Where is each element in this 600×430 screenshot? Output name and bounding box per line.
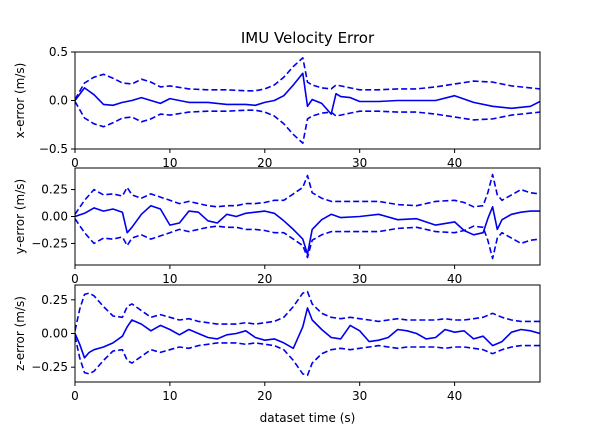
y-tick-label: −0.25 (31, 360, 68, 374)
panel-1-ylabel: x-error (m/s) (13, 63, 27, 139)
x-tick-label: 20 (257, 389, 272, 403)
x-tick-label: 40 (447, 389, 462, 403)
x-tick-label: 10 (162, 272, 177, 286)
x-tick-label: 20 (257, 272, 272, 286)
panel-3-series-lower-bound (75, 336, 540, 377)
panel-3-series-error (75, 307, 540, 359)
x-tick-label: 0 (71, 156, 79, 170)
y-tick-label: 0.25 (41, 183, 68, 197)
y-tick-label: 0.25 (41, 293, 68, 307)
panel-1-series-lower-bound (75, 101, 540, 144)
x-tick-label: 40 (447, 272, 462, 286)
panel-3-ylabel: z-error (m/s) (13, 296, 27, 371)
x-tick-label: 40 (447, 156, 462, 170)
x-tick-label: 10 (162, 156, 177, 170)
x-tick-label: 10 (162, 389, 177, 403)
panel-1-series-upper-bound (75, 57, 540, 100)
panel-1-series-error (75, 72, 540, 115)
panel-3-series-upper-bound (75, 290, 540, 331)
x-tick-label: 30 (352, 389, 367, 403)
panel-3-frame (74, 284, 541, 383)
y-tick-label: 0.00 (41, 210, 68, 224)
y-tick-label: 0.0 (49, 94, 68, 108)
panel-2-series-upper-bound (75, 173, 540, 215)
y-tick-label: −0.5 (39, 142, 68, 156)
x-tick-label: 0 (71, 272, 79, 286)
panel-2-series-error (75, 204, 540, 255)
x-tick-label: 30 (352, 156, 367, 170)
x-tick-label: 20 (257, 156, 272, 170)
x-tick-label: 0 (71, 389, 79, 403)
x-tick-label: 30 (352, 272, 367, 286)
chart-title: IMU Velocity Error (241, 29, 375, 47)
x-axis-label: dataset time (s) (260, 411, 356, 425)
y-tick-label: −0.25 (31, 236, 68, 250)
panel-2-ylabel: y-error (m/s) (13, 179, 27, 254)
y-tick-label: 0.00 (41, 327, 68, 341)
y-tick-label: 0.5 (49, 45, 68, 59)
